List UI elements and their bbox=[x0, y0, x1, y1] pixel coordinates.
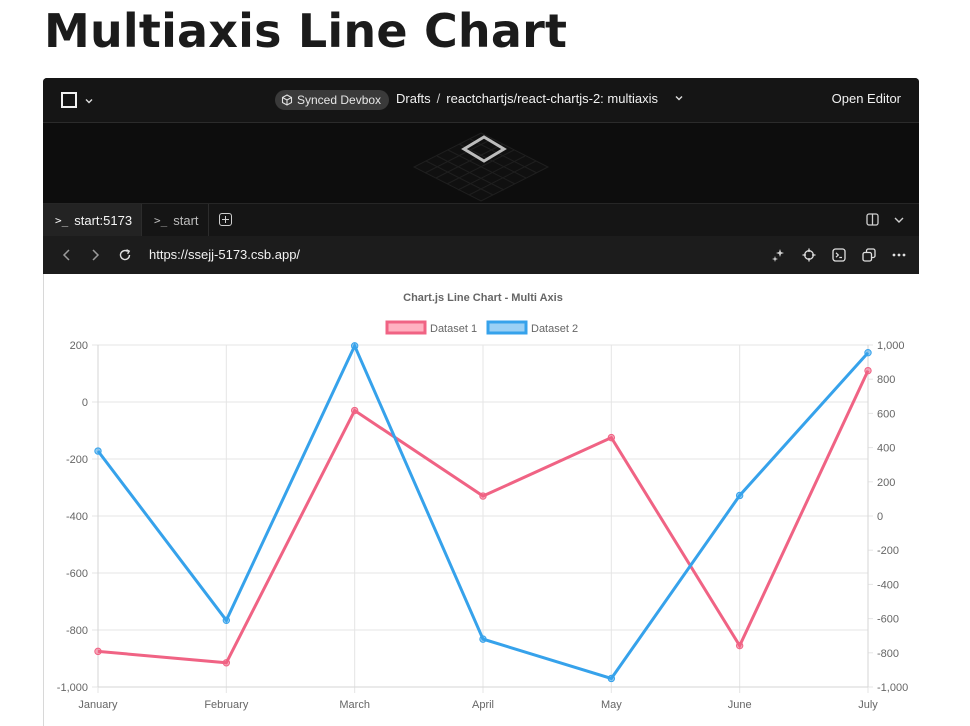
y1-tick-label: -800 bbox=[877, 648, 899, 660]
left-y-axis: 200 0 -200 -400 -600 -800 -1,000 bbox=[57, 340, 88, 694]
y1-tick-label: -1,000 bbox=[877, 682, 908, 694]
data-point[interactable] bbox=[222, 659, 231, 667]
data-point[interactable] bbox=[222, 616, 231, 625]
sparkles-icon[interactable] bbox=[771, 248, 785, 262]
data-point[interactable] bbox=[864, 348, 872, 357]
breadcrumb: Drafts / reactchartjs/react-chartjs-2: mul… bbox=[396, 91, 658, 106]
legend-item-dataset-2[interactable]: Dataset 2 bbox=[486, 320, 578, 335]
x-tick-label: February bbox=[204, 699, 249, 711]
y1-tick-label: 0 bbox=[877, 511, 883, 523]
x-axis: January February March April May June July bbox=[78, 699, 878, 711]
right-y-axis: 1,000 800 600 400 200 0 -200 -400 -600 -800 -1,000 bbox=[877, 340, 908, 694]
more-options-icon[interactable] bbox=[892, 248, 906, 262]
reload-icon[interactable] bbox=[118, 248, 132, 262]
y-tick-label: -1,000 bbox=[57, 682, 88, 694]
url-input[interactable]: https://ssejj-5173.csb.app/ bbox=[149, 247, 301, 262]
terminal-tabbar: >_ start:5173 >_ start bbox=[43, 203, 919, 237]
breadcrumb-chevron-down-icon[interactable] bbox=[674, 93, 684, 103]
codesandbox-embed: Synced Devbox Drafts / reactchartjs/react-… bbox=[43, 78, 919, 726]
preview-viewport: Chart.js Line Chart - Multi Axis Dataset… bbox=[43, 274, 919, 726]
breadcrumb-root[interactable]: Drafts bbox=[396, 91, 431, 106]
y1-tick-label: -400 bbox=[877, 579, 899, 591]
tab-start-5173[interactable]: >_ start:5173 bbox=[43, 204, 142, 236]
data-point[interactable] bbox=[607, 433, 616, 442]
data-point[interactable] bbox=[735, 641, 744, 650]
y-tick-label: 0 bbox=[82, 397, 88, 409]
chevron-down-icon[interactable] bbox=[893, 214, 905, 226]
split-panel-icon[interactable] bbox=[866, 213, 879, 226]
y1-tick-label: -200 bbox=[877, 545, 899, 557]
chart-grid bbox=[92, 344, 873, 693]
y1-tick-label: 400 bbox=[877, 443, 895, 455]
y-tick-label: -600 bbox=[66, 568, 88, 580]
data-point[interactable] bbox=[94, 447, 102, 455]
terminal-icon[interactable] bbox=[832, 248, 846, 262]
legend-label-dataset-2: Dataset 2 bbox=[531, 323, 578, 335]
breadcrumb-separator: / bbox=[436, 91, 441, 106]
back-icon[interactable] bbox=[61, 248, 73, 262]
x-tick-label: May bbox=[601, 699, 622, 711]
synced-devbox-label: Synced Devbox bbox=[297, 93, 382, 107]
open-new-window-icon[interactable] bbox=[862, 248, 876, 262]
x-tick-label: July bbox=[858, 699, 878, 711]
series-1 bbox=[94, 366, 872, 667]
tab-start[interactable]: >_ start bbox=[142, 204, 209, 236]
crosshair-icon[interactable] bbox=[802, 248, 816, 262]
chart-series bbox=[94, 342, 872, 683]
legend-item-dataset-1[interactable]: Dataset 1 bbox=[385, 320, 477, 335]
chevron-down-icon[interactable] bbox=[84, 96, 94, 106]
data-point[interactable] bbox=[350, 342, 359, 350]
chart-legend: Dataset 1 Dataset 2 bbox=[385, 320, 578, 335]
data-point[interactable] bbox=[350, 406, 359, 415]
devbox-grid-illustration bbox=[412, 132, 550, 202]
multiaxis-line-chart: Chart.js Line Chart - Multi Axis Dataset… bbox=[57, 292, 908, 711]
y1-tick-label: 200 bbox=[877, 477, 895, 489]
add-tab-icon[interactable] bbox=[219, 213, 232, 226]
data-point[interactable] bbox=[94, 647, 102, 656]
synced-devbox-badge[interactable]: Synced Devbox bbox=[275, 90, 390, 110]
y1-tick-label: 1,000 bbox=[877, 340, 905, 352]
data-point[interactable] bbox=[479, 492, 487, 500]
devbox-preview-banner bbox=[43, 123, 919, 203]
chart-title: Chart.js Line Chart - Multi Axis bbox=[403, 292, 563, 304]
breadcrumb-path[interactable]: reactchartjs/react-chartjs-2: multiaxis bbox=[446, 91, 658, 106]
codesandbox-logo-icon[interactable] bbox=[61, 92, 77, 108]
data-point[interactable] bbox=[607, 674, 616, 683]
legend-label-dataset-1: Dataset 1 bbox=[430, 323, 477, 335]
terminal-icon: >_ bbox=[154, 213, 168, 227]
y1-tick-label: -600 bbox=[877, 614, 899, 626]
x-tick-label: March bbox=[339, 699, 370, 711]
preview-address-bar: https://ssejj-5173.csb.app/ bbox=[43, 236, 919, 274]
open-editor-button[interactable]: Open Editor bbox=[831, 91, 901, 106]
y1-tick-label: 800 bbox=[877, 374, 895, 386]
forward-icon[interactable] bbox=[89, 248, 101, 262]
data-point[interactable] bbox=[479, 635, 487, 643]
x-tick-label: April bbox=[472, 699, 494, 711]
y-tick-label: 200 bbox=[70, 340, 88, 352]
embed-topbar: Synced Devbox Drafts / reactchartjs/react-… bbox=[43, 78, 919, 123]
y-tick-label: -200 bbox=[66, 454, 88, 466]
data-point[interactable] bbox=[735, 491, 744, 500]
cube-icon bbox=[281, 94, 293, 106]
y-tick-label: -800 bbox=[66, 625, 88, 637]
page-title: Multiaxis Line Chart bbox=[44, 4, 568, 58]
data-point[interactable] bbox=[864, 366, 872, 375]
tab-label: start bbox=[173, 212, 199, 228]
y-tick-label: -400 bbox=[66, 511, 88, 523]
y1-tick-label: 600 bbox=[877, 408, 895, 420]
series-2 bbox=[94, 342, 872, 683]
terminal-icon: >_ bbox=[55, 213, 69, 227]
x-tick-label: January bbox=[78, 699, 118, 711]
tab-label: start:5173 bbox=[74, 212, 133, 228]
x-tick-label: June bbox=[728, 699, 752, 711]
